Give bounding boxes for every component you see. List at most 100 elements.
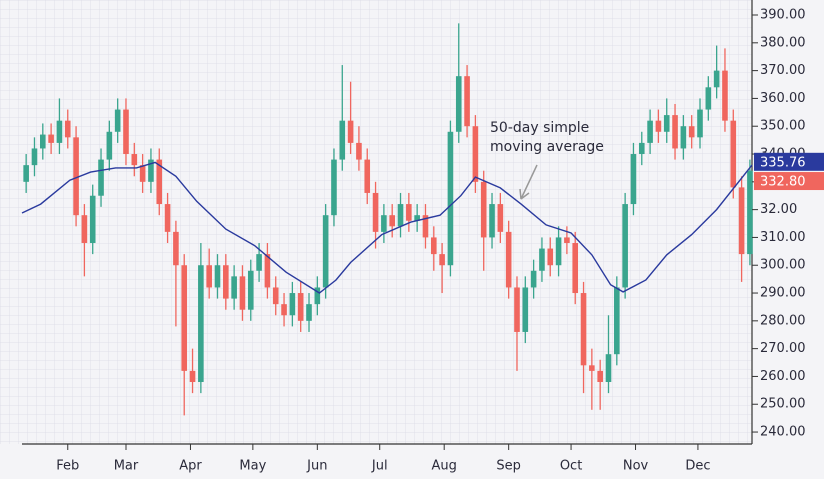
x-tick-label: Oct <box>560 459 582 474</box>
candle-body <box>514 287 520 332</box>
candle-body <box>730 120 737 188</box>
annotation-arrow <box>519 164 538 200</box>
candle-body <box>231 276 237 299</box>
y-tick-label: 260.00 <box>760 369 806 384</box>
y-tick-label: 32.00 <box>760 202 797 217</box>
y-tick-label: 300.00 <box>760 258 806 273</box>
candle-body <box>414 215 420 221</box>
candle-body <box>206 265 212 288</box>
candle-body <box>264 254 271 288</box>
price-last-label: 332.80 <box>760 175 806 190</box>
candle-body <box>480 181 487 238</box>
candle-body <box>663 115 670 132</box>
y-tick-label: 370.00 <box>760 63 806 78</box>
x-tick-label: Dec <box>685 459 710 474</box>
candle-body <box>48 134 54 143</box>
candle-body <box>738 187 745 255</box>
y-tick-label: 290.00 <box>760 286 806 301</box>
candle-body <box>148 159 154 182</box>
candle-body <box>289 293 296 316</box>
candle-body <box>356 142 362 160</box>
x-tick-label: Jun <box>306 459 327 474</box>
candle-body <box>181 265 188 371</box>
candle-body <box>406 204 412 221</box>
candle-body <box>81 215 88 243</box>
candle-body <box>713 70 720 88</box>
candle-body <box>98 159 104 196</box>
candle-body <box>347 120 354 143</box>
candle-body <box>239 276 246 310</box>
candle-body <box>214 265 221 288</box>
candle-body <box>672 115 678 149</box>
candle-body <box>89 195 96 243</box>
candle-body <box>630 154 637 205</box>
candle-body <box>580 293 587 366</box>
candle-body <box>722 70 728 121</box>
candle-body <box>530 270 537 288</box>
ma-last-label: 335.76 <box>760 155 806 170</box>
candle-body <box>647 120 653 143</box>
candle-body <box>430 237 437 255</box>
candle-body <box>464 76 470 127</box>
candle-body <box>164 204 171 232</box>
candle-body <box>306 304 312 321</box>
ma-last-box <box>754 152 824 171</box>
candle-body <box>64 120 71 138</box>
candle-body <box>522 287 529 332</box>
candle-body <box>614 287 620 355</box>
candle-body <box>655 120 662 132</box>
y-tick-label: 380.00 <box>760 35 806 50</box>
candle-body <box>131 154 138 166</box>
x-tick-label: Sep <box>496 459 521 474</box>
candle-body <box>547 248 554 266</box>
candle-body <box>123 109 129 155</box>
candle-body <box>455 76 462 132</box>
candle-body <box>56 120 63 143</box>
y-tick-label: 310.00 <box>760 230 806 245</box>
candle-body <box>198 265 204 383</box>
candle-body <box>597 370 603 383</box>
candle-body <box>439 254 445 266</box>
candle-body <box>622 204 628 288</box>
x-tick-label: Apr <box>179 459 202 474</box>
y-tick-label: 360.00 <box>760 91 806 106</box>
candle-body <box>256 254 262 271</box>
candle-body <box>364 159 371 193</box>
candle-body <box>472 126 479 182</box>
annotation: moving average <box>490 139 604 155</box>
candle-body <box>339 120 346 160</box>
x-tick-label: May <box>239 459 266 474</box>
candle-body <box>605 354 612 383</box>
candle-body <box>331 159 337 216</box>
candle-body <box>73 137 79 216</box>
candle-body <box>31 148 38 166</box>
x-tick-label: Feb <box>56 459 79 474</box>
x-tick-label: Nov <box>623 459 649 474</box>
candle-body <box>489 204 495 238</box>
x-tick-label: Jul <box>371 459 388 474</box>
annotation: 50-day simple <box>490 120 589 136</box>
candle-body <box>39 134 46 149</box>
candle-body <box>589 365 595 371</box>
candle-body <box>23 165 29 182</box>
price-last-box <box>754 172 824 191</box>
candle-body <box>272 287 279 305</box>
candle-body <box>447 131 454 266</box>
candle-body <box>539 248 545 271</box>
candle-body <box>397 204 404 227</box>
y-tick-label: 350.00 <box>760 119 806 134</box>
y-tick-label: 240.00 <box>760 425 806 440</box>
candle-body <box>555 237 562 266</box>
candle-body <box>564 237 570 243</box>
candle-body <box>156 159 163 205</box>
candle-body <box>381 215 387 232</box>
y-tick-label: 270.00 <box>760 341 806 356</box>
y-tick-label: 390.00 <box>760 8 806 23</box>
candle-body <box>297 293 304 321</box>
plot <box>21 23 753 416</box>
candle-body <box>688 126 695 138</box>
x-tick-label: Aug <box>431 459 456 474</box>
candle-body <box>747 170 753 255</box>
candle-body <box>189 370 196 383</box>
